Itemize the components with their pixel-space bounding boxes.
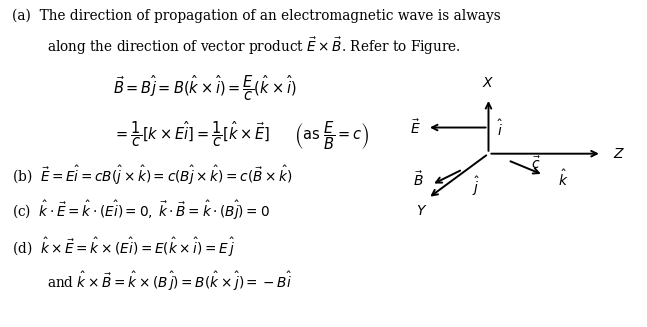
Text: along the direction of vector product $\vec{E} \times \vec{B}$. Refer to Figure.: along the direction of vector product $\… [47, 35, 461, 57]
Text: and $\hat{k} \times \vec{B} = \hat{k} \times (B\,\hat{j}) = B(\hat{k} \times \ha: and $\hat{k} \times \vec{B} = \hat{k} \t… [47, 270, 292, 293]
Text: $Z$: $Z$ [613, 147, 626, 161]
Text: $\hat{j}$: $\hat{j}$ [472, 175, 480, 198]
Text: $Y$: $Y$ [416, 204, 427, 218]
Text: $X$: $X$ [482, 76, 495, 90]
Text: $\hat{i}$: $\hat{i}$ [497, 119, 503, 139]
Text: $\vec{B}$: $\vec{B}$ [413, 171, 424, 189]
Text: (b)  $\vec{E} = E\hat{i} = cB(\hat{j} \times \hat{k}) = c(B\hat{j} \times \hat{k: (b) $\vec{E} = E\hat{i} = cB(\hat{j} \ti… [12, 164, 292, 187]
Text: (d)  $\hat{k} \times \vec{E} = \hat{k} \times (E\hat{i}) = E(\hat{k} \times \hat: (d) $\hat{k} \times \vec{E} = \hat{k} \t… [12, 235, 236, 259]
Text: $\vec{E}$: $\vec{E}$ [410, 118, 421, 137]
Text: $\hat{k}$: $\hat{k}$ [558, 168, 568, 189]
Text: $\left(\mathrm{as}\; \dfrac{E}{B} = c\right)$: $\left(\mathrm{as}\; \dfrac{E}{B} = c\ri… [294, 119, 370, 152]
Text: $\vec{B} = B\hat{j} = B(\hat{k} \times \hat{i}) = \dfrac{E}{c}(\hat{k} \times \h: $\vec{B} = B\hat{j} = B(\hat{k} \times \… [113, 74, 297, 103]
Text: (a)  The direction of propagation of an electromagnetic wave is always: (a) The direction of propagation of an e… [12, 8, 500, 23]
Text: $\vec{c}$: $\vec{c}$ [531, 155, 541, 172]
Text: (c)  $\hat{k} \cdot \vec{E} = \hat{k} \cdot (E\hat{i}) = 0,\; \vec{k} \cdot \vec: (c) $\hat{k} \cdot \vec{E} = \hat{k} \cd… [12, 198, 269, 222]
Text: $= \dfrac{1}{c}[k \times E\hat{i}] = \dfrac{1}{c}[\hat{k} \times \vec{E}]$: $= \dfrac{1}{c}[k \times E\hat{i}] = \df… [113, 119, 270, 149]
